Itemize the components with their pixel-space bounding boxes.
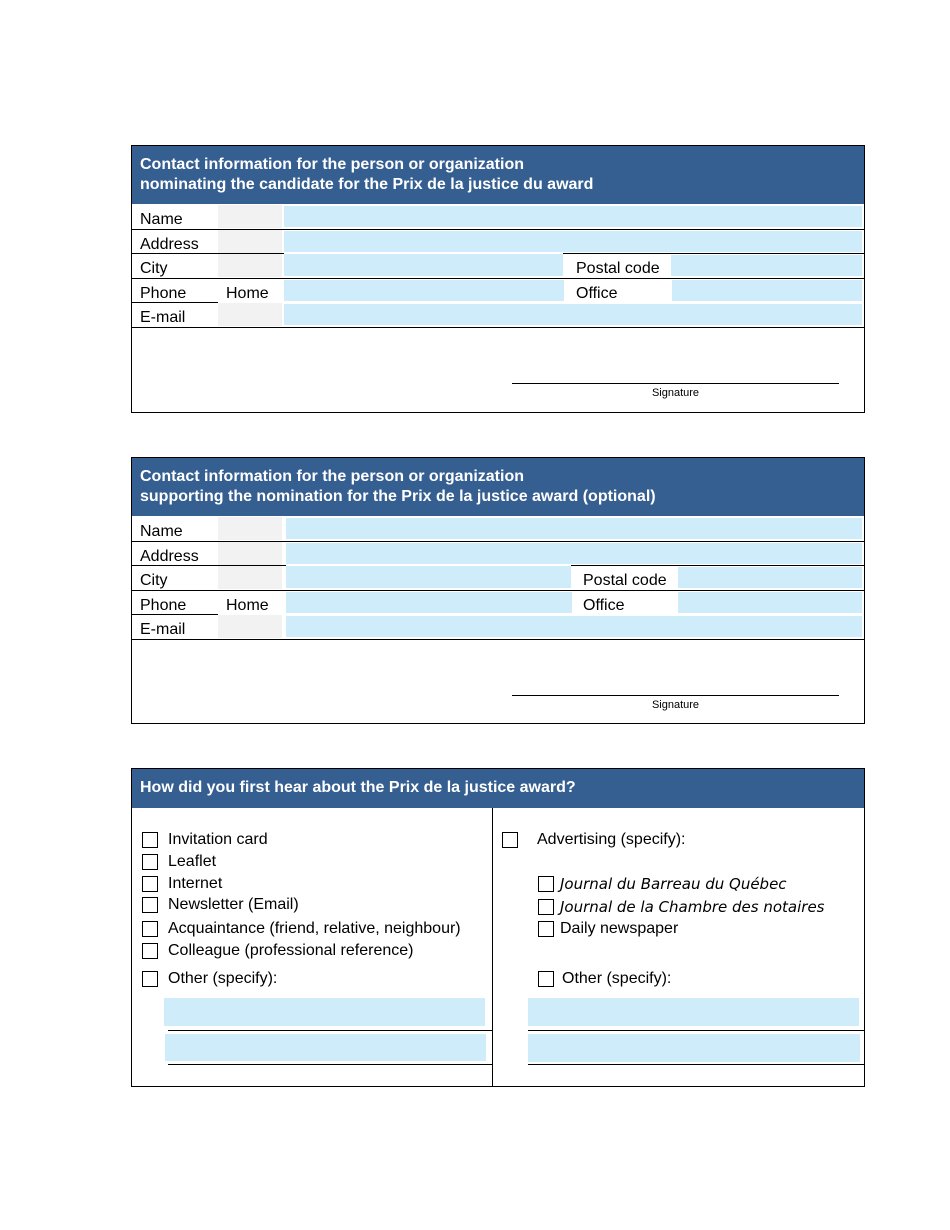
row-divider [132, 541, 864, 542]
left-other-input-1[interactable] [164, 998, 485, 1026]
option-label: Other (specify): [168, 970, 278, 987]
option-label: Internet [168, 875, 223, 892]
email-label: E-mail [140, 309, 186, 326]
checkbox-0[interactable] [142, 832, 158, 848]
row-divider [563, 253, 864, 254]
left-other-input-2[interactable] [165, 1034, 486, 1061]
checkbox-3[interactable] [142, 897, 158, 913]
label-cell [218, 230, 282, 253]
section-header: Contact information for the person or or… [132, 146, 864, 204]
option-label: Leaflet [168, 853, 217, 870]
section-title-line2: nominating the candidate for the Prix de… [140, 176, 594, 193]
row-divider [132, 565, 286, 566]
postal-code-label: Postal code [583, 572, 667, 589]
phone-label: Phone [140, 597, 187, 614]
row-divider [132, 302, 218, 303]
survey-section: How did you first hear about the Prix de… [131, 768, 865, 1087]
address-label: Address [140, 548, 199, 565]
label-cell [218, 542, 282, 565]
home-phone-input[interactable] [284, 280, 564, 301]
home-phone-input[interactable] [286, 592, 572, 613]
row-divider [132, 614, 218, 615]
label-cell [218, 615, 282, 638]
option-label: Invitation card [168, 831, 268, 848]
signature-label: Signature [651, 387, 700, 399]
line [168, 1064, 492, 1065]
row-divider [571, 565, 864, 566]
advertising-checkbox[interactable] [502, 832, 518, 848]
checkbox-6[interactable] [142, 971, 158, 987]
section-header: Contact information for the person or or… [132, 458, 864, 516]
checkbox-5[interactable] [142, 943, 158, 959]
signature-label: Signature [651, 699, 700, 711]
home-label: Home [226, 285, 269, 302]
phone-label: Phone [140, 285, 187, 302]
section-title-line1: Contact information for the person or or… [140, 468, 524, 485]
home-label: Home [226, 597, 269, 614]
email-label: E-mail [140, 621, 186, 638]
signature-line [512, 383, 839, 384]
survey-header: How did you first hear about the Prix de… [132, 769, 864, 808]
right-other-input-1[interactable] [528, 998, 859, 1026]
survey-title: How did you first hear about the Prix de… [140, 779, 576, 796]
section-title-line1: Contact information for the person or or… [140, 156, 524, 173]
office-phone-input[interactable] [678, 592, 862, 613]
address-input[interactable] [286, 543, 862, 564]
advertising-option-checkbox-0[interactable] [538, 876, 554, 892]
row-divider [132, 278, 864, 279]
row-divider [132, 229, 864, 230]
city-label: City [140, 572, 168, 589]
section-title-line2: supporting the nomination for the Prix d… [140, 488, 656, 505]
advertising-label: Advertising (specify): [537, 831, 686, 848]
office-label: Office [583, 597, 625, 614]
column-divider [492, 808, 493, 1087]
label-cell [218, 517, 282, 540]
email-input[interactable] [284, 304, 862, 325]
postal-code-input[interactable] [671, 255, 862, 276]
row-divider [132, 327, 864, 328]
postal-code-input[interactable] [678, 567, 862, 588]
line [528, 1030, 864, 1031]
option-label: Acquaintance (friend, relative, neighbou… [168, 920, 461, 937]
office-phone-input[interactable] [672, 280, 862, 301]
city-label: City [140, 260, 168, 277]
name-input[interactable] [286, 518, 862, 539]
advertising-option-label: Daily newspaper [560, 920, 679, 937]
contact-section-2: Contact information for the person or or… [131, 457, 865, 724]
advertising-option-checkbox-1[interactable] [538, 899, 554, 915]
email-input[interactable] [286, 616, 862, 637]
line [168, 1030, 492, 1031]
advertising-option-checkbox-2[interactable] [538, 921, 554, 937]
contact-section-1: Contact information for the person or or… [131, 145, 865, 413]
right-other-checkbox[interactable] [538, 971, 554, 987]
signature-line [512, 695, 839, 696]
row-divider [132, 590, 864, 591]
checkbox-1[interactable] [142, 854, 158, 870]
label-cell [218, 205, 282, 228]
advertising-option-label it: Journal de la Chambre des notaires [560, 898, 825, 916]
office-label: Office [576, 285, 618, 302]
postal-code-label: Postal code [576, 260, 660, 277]
name-label: Name [140, 211, 183, 228]
line [528, 1064, 864, 1065]
right-other-label: Other (specify): [562, 970, 672, 987]
option-label: Colleague (professional reference) [168, 942, 414, 959]
row-divider [132, 253, 284, 254]
city-input[interactable] [284, 254, 563, 276]
name-input[interactable] [284, 206, 862, 227]
address-input[interactable] [284, 231, 862, 252]
address-label: Address [140, 236, 199, 253]
label-cell [218, 254, 282, 277]
label-cell [218, 566, 282, 589]
city-input[interactable] [286, 566, 571, 588]
checkbox-4[interactable] [142, 921, 158, 937]
right-other-input-2[interactable] [528, 1034, 860, 1062]
row-divider [132, 639, 864, 640]
checkbox-2[interactable] [142, 876, 158, 892]
name-label: Name [140, 523, 183, 540]
advertising-option-label it: Journal du Barreau du Québec [560, 875, 787, 893]
label-cell [218, 303, 282, 326]
option-label: Newsletter (Email) [168, 896, 299, 913]
